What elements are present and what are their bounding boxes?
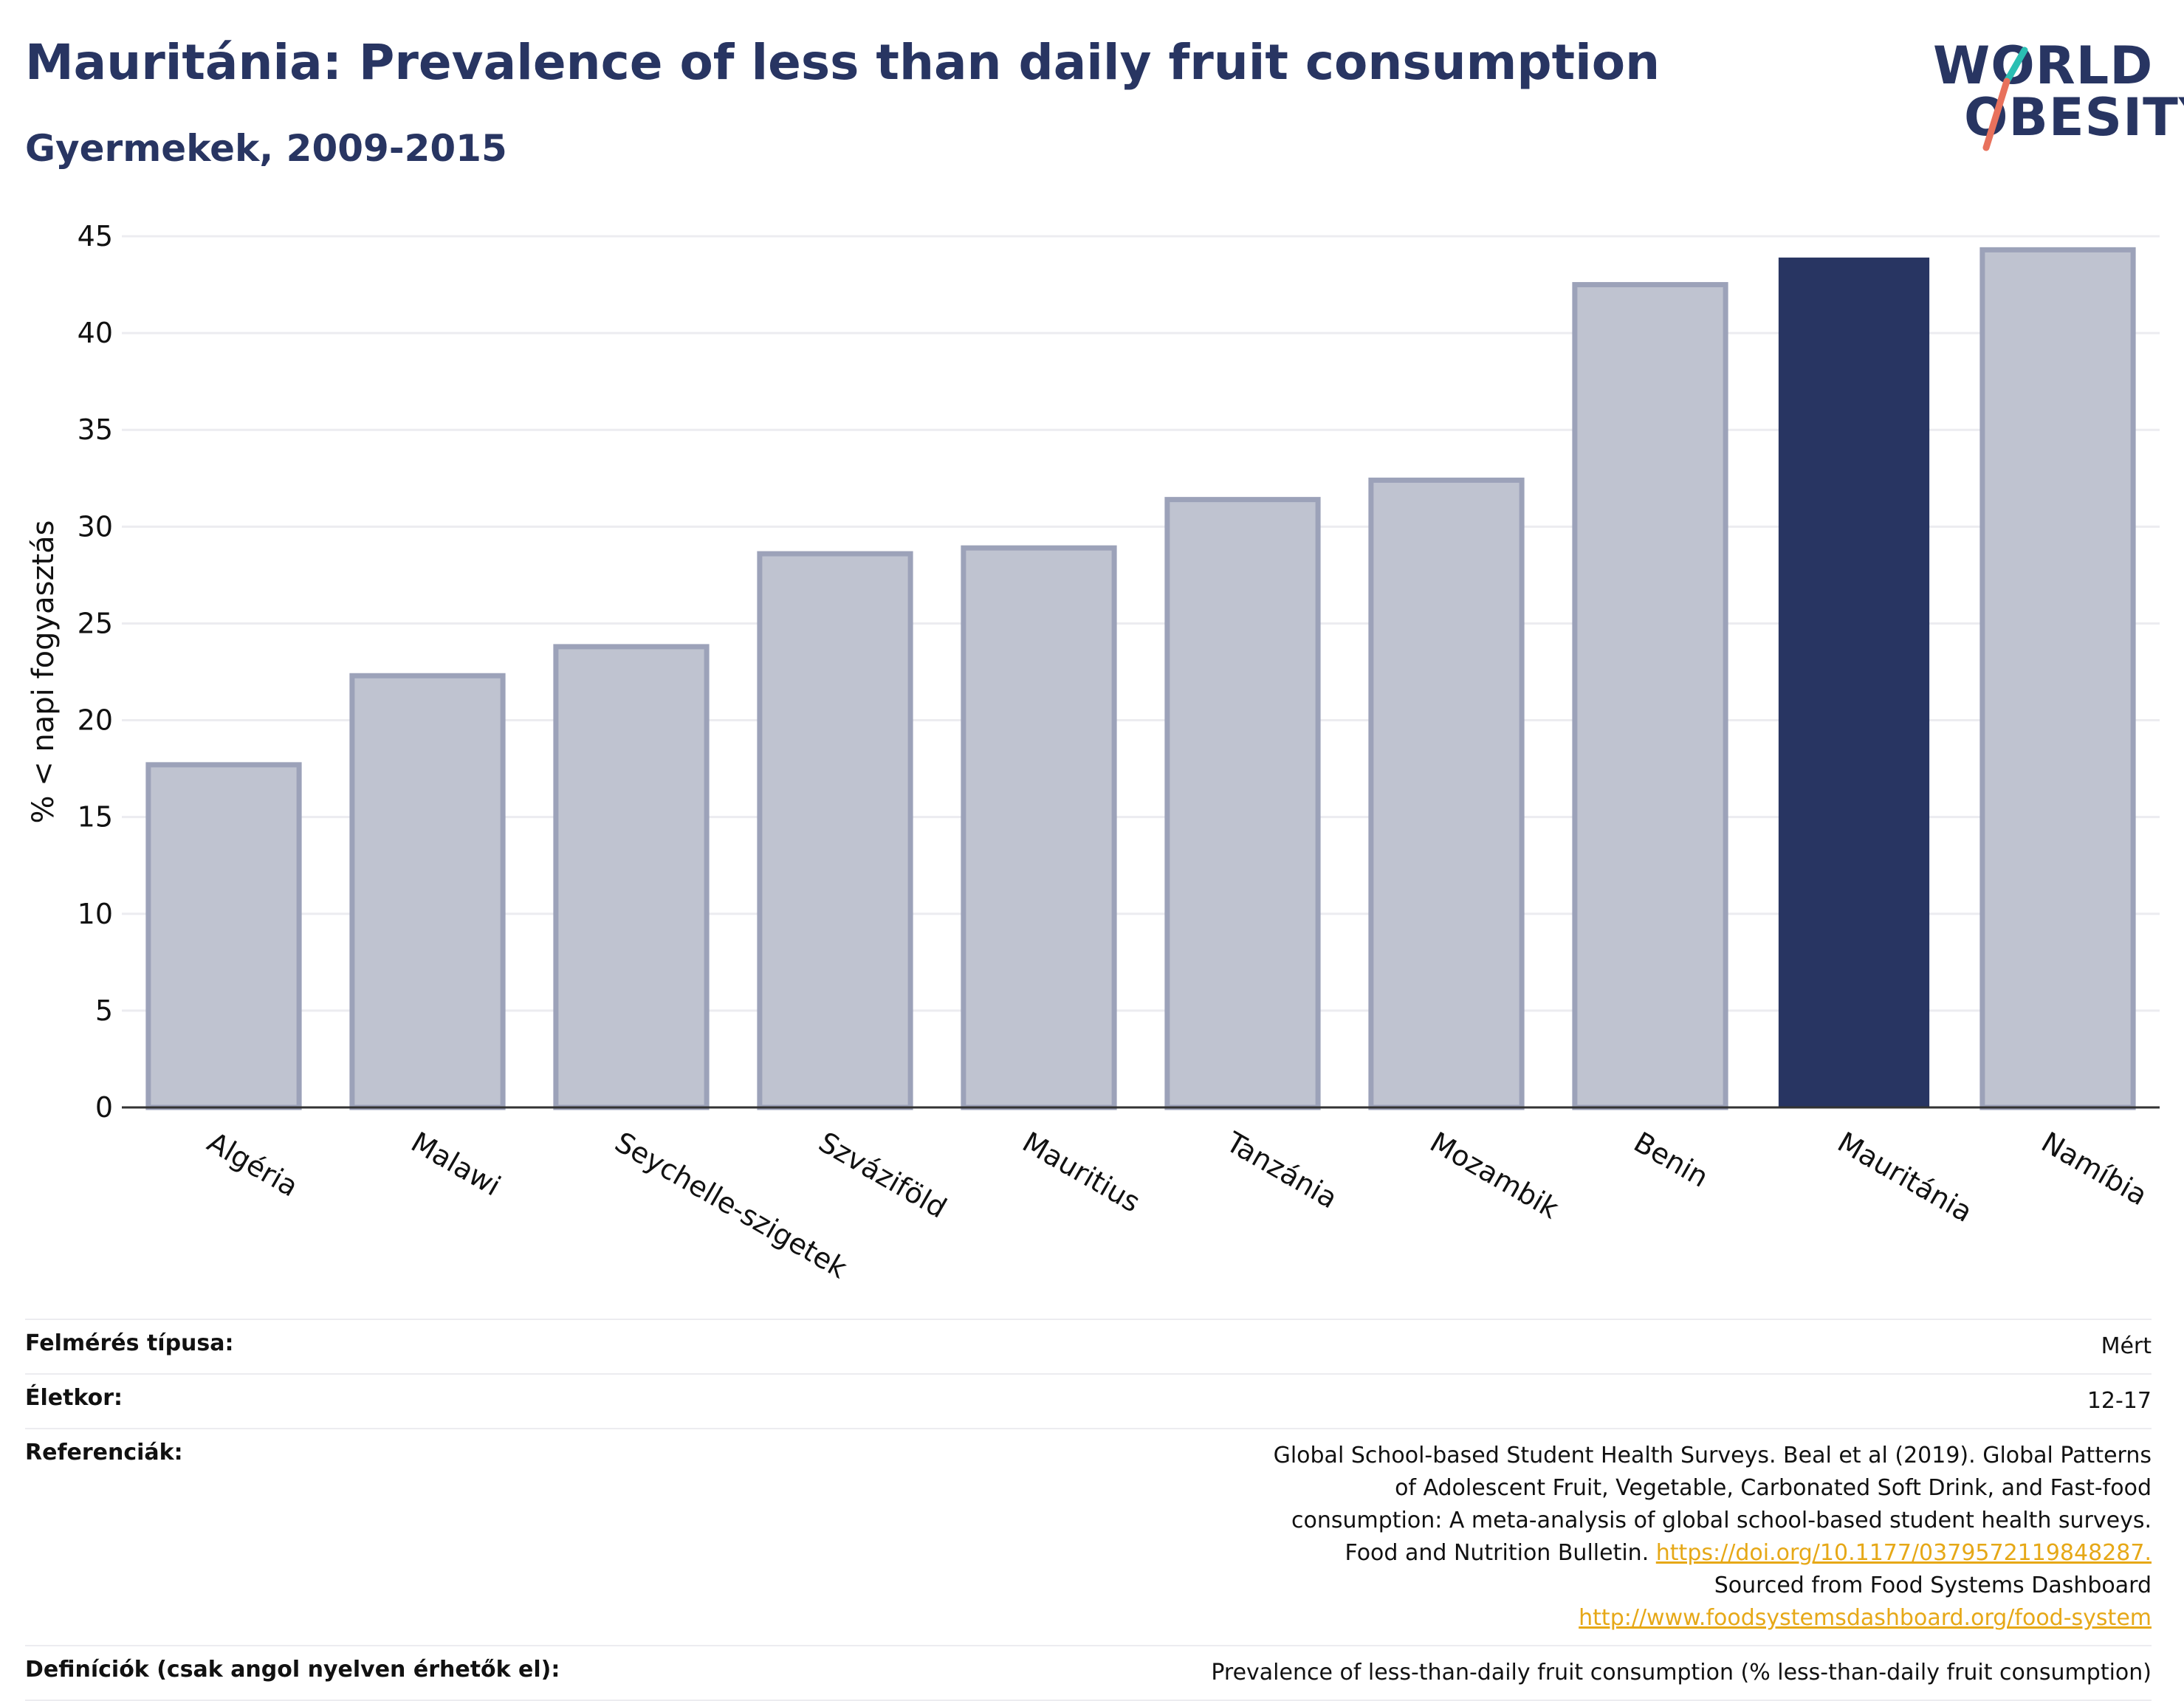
bar [553, 644, 710, 1110]
bar-chart: 0 5 10 15 20 25 30 35 40 45 % < napi fogyasztás Alg… [27, 220, 2160, 1285]
bar [349, 673, 506, 1110]
doi-link[interactable]: https://doi.org/10.1177/0379572119848287… [1655, 1540, 2152, 1566]
y-axis-title: % < napi fogyasztás [27, 520, 61, 823]
x-tick-label: Namíbia [2036, 1126, 2153, 1212]
bar [757, 551, 913, 1110]
info-row-references: Referenciák: Global School-based Student… [25, 1428, 2152, 1646]
info-label: Felmérés típusa: [25, 1319, 690, 1374]
y-tick-label: 10 [78, 898, 113, 930]
x-tick-label: Tanzánia [1220, 1125, 1343, 1214]
logo-line1: WORLD [1933, 35, 2154, 96]
y-tick-label: 45 [78, 220, 113, 252]
references-value: Global School-based Student Health Surve… [690, 1428, 2152, 1646]
chart-subtitle: Gyermekek, 2009-2015 [25, 127, 507, 170]
y-tick-label: 0 [95, 1091, 113, 1124]
bar [1368, 477, 1525, 1110]
bar [1164, 497, 1321, 1110]
bar [145, 762, 302, 1110]
info-value: Mért [690, 1319, 2152, 1374]
y-tick-label: 30 [78, 510, 113, 543]
x-tick-label: Algéria [202, 1126, 304, 1203]
references-text-2: Sourced from Food Systems Dashboard [1714, 1573, 2152, 1598]
x-tick-label: Benin [1629, 1126, 1714, 1194]
x-tick-label: Mozambik [1425, 1126, 1565, 1226]
info-row-definitions: Definíciók (csak angol nyelven érhetők e… [25, 1645, 2152, 1701]
references-text: Global School-based Student Health Surve… [1273, 1443, 2152, 1566]
bar [1979, 247, 2136, 1110]
logo-slash-icon [1982, 47, 2028, 151]
bar [1572, 282, 1728, 1110]
x-tick-label: Mauritánia [1833, 1126, 1978, 1228]
info-label: Életkor: [25, 1373, 690, 1429]
y-tick-label: 40 [78, 317, 113, 349]
info-label: Referenciák: [25, 1428, 690, 1646]
info-table: Felmérés típusa: Mért Életkor: 12-17 Ref… [25, 1319, 2152, 1701]
chart-title: Mauritánia: Prevalence of less than dail… [25, 34, 1661, 91]
world-obesity-logo: WORLD OBESITY [1920, 22, 2184, 162]
info-row-survey-type: Felmérés típusa: Mért [25, 1319, 2152, 1374]
x-tick-label: Mauritius [1017, 1126, 1146, 1219]
y-tick-label: 20 [78, 704, 113, 737]
bar [1778, 257, 1930, 1107]
x-tick-label: Szváziföld [814, 1126, 952, 1225]
y-tick-label: 35 [78, 413, 113, 446]
y-tick-label: 15 [78, 801, 113, 834]
bar [961, 545, 1117, 1110]
y-tick-label: 25 [78, 607, 113, 639]
info-value: 12-17 [690, 1373, 2152, 1429]
info-row-age: Életkor: 12-17 [25, 1373, 2152, 1429]
info-value: Prevalence of less-than-daily fruit cons… [690, 1645, 2152, 1701]
info-label: Definíciók (csak angol nyelven érhetők e… [25, 1645, 690, 1701]
dashboard-link[interactable]: http://www.foodsystemsdashboard.org/food… [1579, 1605, 2152, 1631]
x-tick-label: Malawi [406, 1126, 506, 1203]
y-tick-label: 5 [95, 994, 113, 1027]
